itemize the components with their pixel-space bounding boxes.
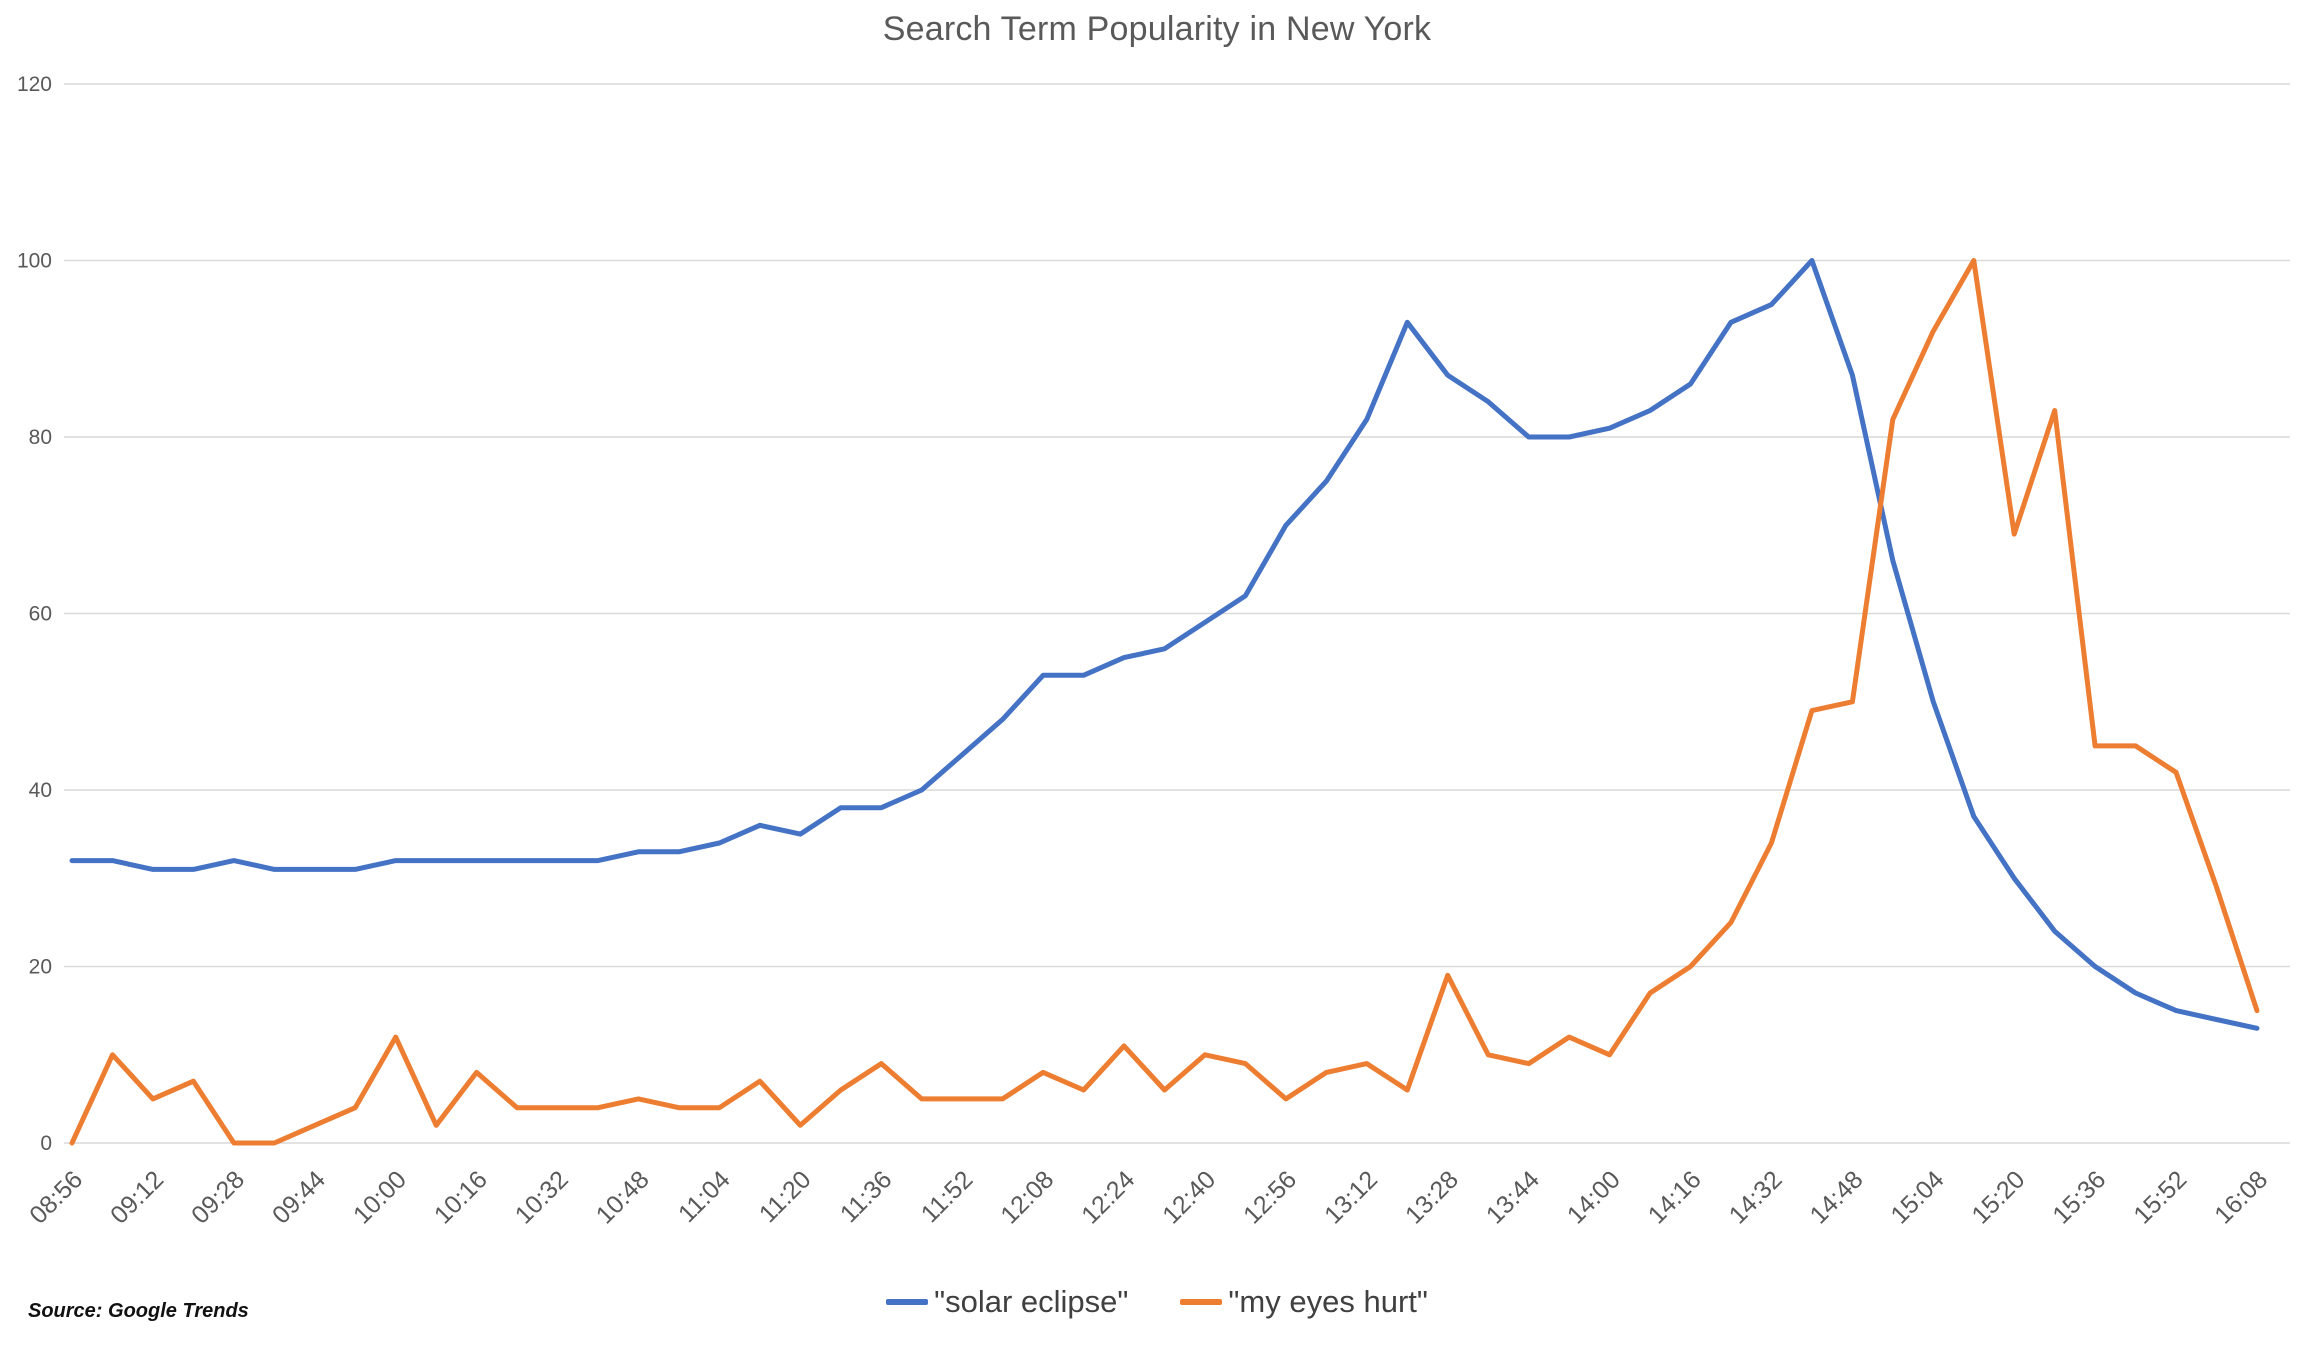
x-axis-tick-label-11:52: 11:52	[916, 1165, 979, 1228]
x-axis-tick-label-15:04: 15:04	[1886, 1165, 1950, 1229]
chart-title: Search Term Popularity in New York	[882, 10, 1432, 48]
x-axis-tick-label-11:20: 11:20	[754, 1165, 817, 1228]
x-axis-tick-label-12:56: 12:56	[1238, 1165, 1302, 1229]
x-axis-tick-label-15:36: 15:36	[2047, 1165, 2111, 1229]
x-axis-tick-label-10:48: 10:48	[591, 1165, 655, 1229]
y-axis-tick-label-120: 120	[17, 73, 52, 96]
x-axis-tick-label-10:16: 10:16	[429, 1165, 493, 1229]
x-axis-tick-label-09:28: 09:28	[186, 1165, 250, 1229]
x-axis-tick-label-13:12: 13:12	[1319, 1165, 1383, 1229]
y-axis-tick-label-60: 60	[29, 603, 52, 626]
y-axis-tick-label-100: 100	[17, 250, 52, 273]
legend-item-solar-eclipse: "solar eclipse"	[886, 1284, 1128, 1320]
series-line-solar-eclipse	[69, 258, 2260, 1031]
y-axis-tick-label-80: 80	[29, 426, 52, 449]
legend-label-solar-eclipse: "solar eclipse"	[934, 1284, 1129, 1319]
x-axis-tick-label-10:32: 10:32	[510, 1165, 574, 1229]
legend-item-my-eyes-hurt: "my eyes hurt"	[1180, 1284, 1428, 1320]
x-axis-tick-label-13:44: 13:44	[1481, 1165, 1545, 1229]
x-axis-tick-label-12:40: 12:40	[1157, 1165, 1221, 1229]
x-axis-tick-label-16:08: 16:08	[2209, 1165, 2273, 1229]
x-axis-tick-label-12:24: 12:24	[1076, 1165, 1140, 1229]
x-axis-tick-label-15:52: 15:52	[2128, 1165, 2192, 1229]
chart-legend: "solar eclipse" "my eyes hurt"	[0, 1284, 2314, 1320]
source-note: Source: Google Trends	[28, 1300, 249, 1322]
x-axis-tick-label-08:56: 08:56	[24, 1165, 88, 1229]
x-axis-tick-label-09:12: 09:12	[105, 1165, 169, 1229]
legend-line-swatch-solar-eclipse	[886, 1299, 929, 1305]
y-axis-tick-label-0: 0	[40, 1132, 52, 1155]
x-axis-tick-label-09:44: 09:44	[267, 1165, 331, 1229]
x-axis-tick-label-11:04: 11:04	[673, 1165, 736, 1228]
x-axis-tick-label-13:28: 13:28	[1400, 1165, 1464, 1229]
x-axis-tick-label-14:00: 14:00	[1562, 1165, 1626, 1229]
x-axis-tick-label-11:36: 11:36	[835, 1165, 898, 1228]
x-axis-tick-label-12:08: 12:08	[995, 1165, 1059, 1229]
x-axis-tick-label-10:00: 10:00	[348, 1165, 412, 1229]
y-axis-tick-label-20: 20	[29, 956, 52, 979]
x-axis-tick-label-14:48: 14:48	[1805, 1165, 1869, 1229]
y-axis-tick-label-40: 40	[29, 779, 52, 802]
legend-label-my-eyes-hurt: "my eyes hurt"	[1228, 1284, 1428, 1319]
series-line-my-eyes-hurt	[69, 258, 2260, 1146]
x-axis-tick-label-14:32: 14:32	[1724, 1165, 1788, 1229]
legend-line-swatch-my-eyes-hurt	[1180, 1299, 1223, 1305]
x-axis-tick-label-14:16: 14:16	[1643, 1165, 1707, 1229]
x-axis-tick-label-15:20: 15:20	[1966, 1165, 2030, 1229]
